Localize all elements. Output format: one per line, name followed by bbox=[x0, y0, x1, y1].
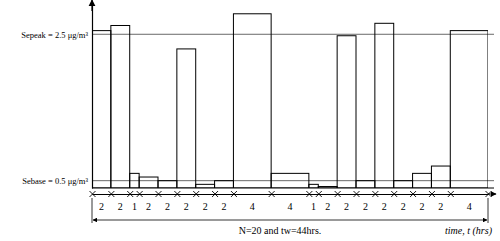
duration-label: 2 bbox=[184, 201, 189, 212]
duration-label: 2 bbox=[222, 201, 227, 212]
x-tick-cross bbox=[391, 191, 397, 197]
duration-label: 2 bbox=[401, 201, 406, 212]
duration-label: 2 bbox=[420, 201, 425, 212]
bar bbox=[413, 173, 432, 188]
duration-label: 4 bbox=[467, 201, 472, 212]
x-tick-cross bbox=[335, 191, 341, 197]
x-tick-cross bbox=[127, 191, 133, 197]
bar bbox=[233, 14, 271, 188]
x-tick-cross bbox=[174, 191, 180, 197]
x-tick bbox=[354, 191, 360, 197]
x-tick-cross bbox=[354, 191, 360, 197]
duration-label: 2 bbox=[99, 201, 104, 212]
annotation: N=20 and tw=44hrs. bbox=[239, 225, 322, 236]
bar bbox=[309, 184, 318, 188]
bar bbox=[139, 177, 158, 188]
duration-label: 2 bbox=[203, 201, 208, 212]
bar bbox=[215, 181, 234, 188]
baseline bbox=[92, 188, 494, 189]
x-tick bbox=[410, 191, 416, 197]
duration-label: 1 bbox=[311, 201, 316, 212]
x-tick bbox=[269, 191, 275, 197]
bar bbox=[337, 36, 356, 188]
bar bbox=[111, 25, 130, 188]
x-tick-cross bbox=[429, 191, 435, 197]
extension-line bbox=[92, 198, 93, 223]
bar bbox=[196, 184, 215, 188]
duration-label: 2 bbox=[165, 201, 170, 212]
x-tick bbox=[212, 191, 218, 197]
duration-labels: 2212222244122222224 bbox=[99, 201, 472, 212]
duration-label: 1 bbox=[132, 201, 137, 212]
y-axis: Sebase = 0.5 μg/m³ Sepeak = 2.5 μg/m³ bbox=[21, 6, 92, 189]
x-tick bbox=[316, 191, 322, 197]
bar bbox=[177, 49, 196, 188]
bar bbox=[450, 31, 488, 188]
grid bbox=[92, 34, 494, 180]
y-tick: Sebase = 0.5 μg/m³ bbox=[22, 176, 92, 186]
duration-label: 4 bbox=[250, 201, 255, 212]
x-tick bbox=[372, 191, 378, 197]
duration-label: 2 bbox=[382, 201, 387, 212]
duration-label: 4 bbox=[288, 201, 293, 212]
x-tick bbox=[137, 191, 143, 197]
duration-label: 2 bbox=[438, 201, 443, 212]
x-tick-cross bbox=[212, 191, 218, 197]
bar bbox=[130, 173, 139, 188]
x-tick bbox=[108, 191, 114, 197]
x-tick-cross bbox=[448, 191, 454, 197]
x-tick-cross bbox=[306, 191, 312, 197]
extension-line bbox=[488, 198, 489, 223]
grid-line bbox=[92, 34, 494, 35]
x-tick-cross bbox=[108, 191, 114, 197]
y-tick-label: Sebase = 0.5 μg/m³ bbox=[22, 176, 88, 186]
duration-label: 2 bbox=[325, 201, 330, 212]
x-tick-cross bbox=[156, 191, 162, 197]
x-tick-cross bbox=[90, 191, 96, 197]
y-tick: Sepeak = 2.5 μg/m³ bbox=[21, 30, 92, 40]
bar bbox=[92, 31, 111, 188]
x-tick bbox=[429, 191, 435, 197]
x-tick bbox=[90, 191, 96, 197]
x-tick-cross bbox=[269, 191, 275, 197]
dimension-line bbox=[93, 220, 487, 221]
duration-label: 2 bbox=[363, 201, 368, 212]
y-axis-line bbox=[92, 6, 93, 189]
x-tick-cross bbox=[231, 191, 237, 197]
y-tick-label: Sepeak = 2.5 μg/m³ bbox=[21, 30, 88, 40]
x-tick bbox=[231, 191, 237, 197]
x-tick bbox=[156, 191, 162, 197]
x-tick bbox=[335, 191, 341, 197]
bar bbox=[158, 181, 177, 188]
bar bbox=[394, 181, 413, 188]
x-tick bbox=[391, 191, 397, 197]
x-tick-cross bbox=[372, 191, 378, 197]
chart: Sebase = 0.5 μg/m³Sepeak = 2.5 μg/m³2212… bbox=[0, 0, 500, 241]
bar bbox=[375, 23, 394, 188]
x-tick-cross bbox=[193, 191, 199, 197]
x-axis bbox=[90, 191, 492, 197]
x-axis-title: time, t (hrs) bbox=[445, 225, 493, 237]
bars bbox=[92, 14, 488, 188]
x-tick-cross bbox=[137, 191, 143, 197]
x-tick-cross bbox=[316, 191, 322, 197]
x-tick bbox=[448, 191, 454, 197]
x-tick bbox=[306, 191, 312, 197]
bar bbox=[271, 173, 309, 188]
x-axis-arrow bbox=[488, 194, 496, 195]
x-tick bbox=[193, 191, 199, 197]
y-axis-arrow bbox=[91, 0, 92, 11]
x-tick bbox=[174, 191, 180, 197]
bar bbox=[431, 166, 450, 188]
x-tick-cross bbox=[410, 191, 416, 197]
x-axis-line bbox=[93, 194, 489, 195]
duration-label: 2 bbox=[146, 201, 151, 212]
bar bbox=[356, 181, 375, 188]
x-tick bbox=[127, 191, 133, 197]
grid-line bbox=[92, 180, 494, 181]
duration-label: 2 bbox=[344, 201, 349, 212]
duration-label: 2 bbox=[118, 201, 123, 212]
